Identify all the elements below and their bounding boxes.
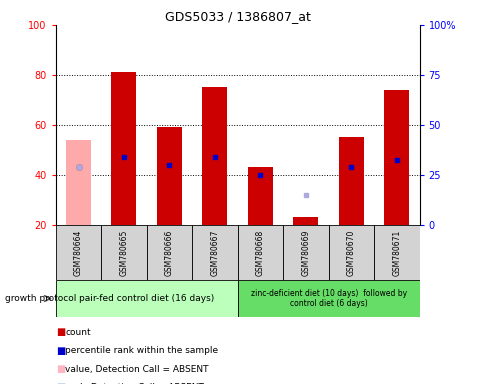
Text: GDS5033 / 1386807_at: GDS5033 / 1386807_at — [165, 10, 310, 23]
Text: GSM780665: GSM780665 — [119, 229, 128, 276]
Text: zinc-deficient diet (10 days)  followed by
control diet (6 days): zinc-deficient diet (10 days) followed b… — [250, 289, 406, 308]
Text: ■: ■ — [56, 382, 65, 384]
Text: percentile rank within the sample: percentile rank within the sample — [65, 346, 218, 355]
Bar — [373, 225, 419, 280]
Bar — [283, 225, 328, 280]
Text: growth protocol: growth protocol — [5, 294, 76, 303]
Text: GSM780668: GSM780668 — [256, 229, 264, 276]
Bar — [328, 225, 373, 280]
Bar — [146, 225, 192, 280]
Text: ■: ■ — [56, 327, 65, 337]
Bar — [56, 280, 237, 317]
Bar — [293, 217, 318, 225]
Text: ■: ■ — [56, 346, 65, 356]
Bar — [192, 225, 237, 280]
Text: GSM780666: GSM780666 — [165, 229, 174, 276]
Text: value, Detection Call = ABSENT: value, Detection Call = ABSENT — [65, 364, 209, 374]
Text: GSM780667: GSM780667 — [210, 229, 219, 276]
Bar — [237, 225, 283, 280]
Bar — [111, 73, 136, 225]
Text: count: count — [65, 328, 91, 337]
Bar — [101, 225, 146, 280]
Text: pair-fed control diet (16 days): pair-fed control diet (16 days) — [79, 294, 214, 303]
Bar — [202, 88, 227, 225]
Bar — [157, 127, 182, 225]
Bar — [383, 90, 408, 225]
Text: GSM780671: GSM780671 — [392, 229, 400, 276]
Bar — [247, 167, 272, 225]
Bar — [66, 140, 91, 225]
Bar — [237, 280, 419, 317]
Text: ■: ■ — [56, 364, 65, 374]
Bar — [338, 137, 363, 225]
Bar — [56, 225, 101, 280]
Text: GSM780664: GSM780664 — [74, 229, 83, 276]
Text: rank, Detection Call = ABSENT: rank, Detection Call = ABSENT — [65, 383, 204, 384]
Text: GSM780669: GSM780669 — [301, 229, 310, 276]
Text: GSM780670: GSM780670 — [346, 229, 355, 276]
